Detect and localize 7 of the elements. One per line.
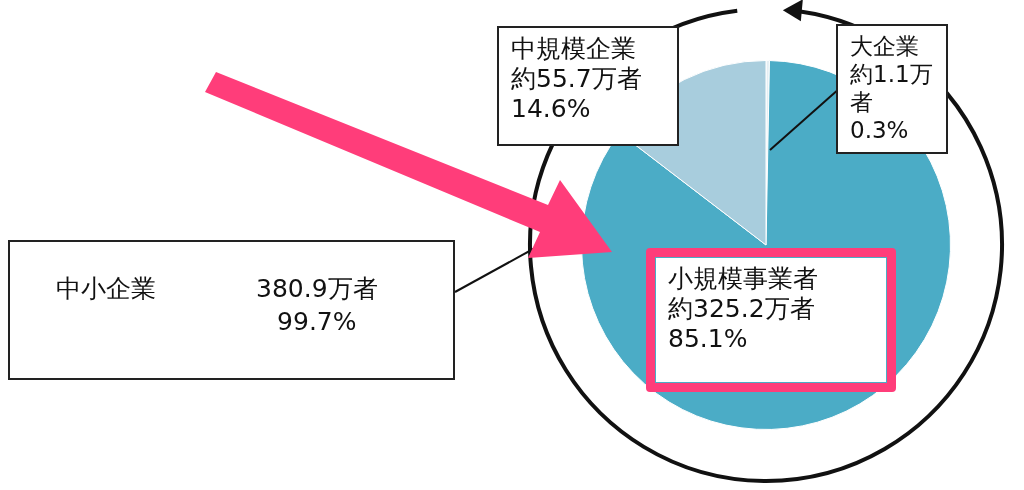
data-label: 約1.1万者 0.3% — [850, 60, 934, 144]
slice-label: 小規模事業者 — [668, 264, 819, 294]
slice-label: 大企業 — [850, 32, 920, 60]
text: 中小企業 380.9万者 99.7% — [56, 274, 378, 336]
slice-label: 中規模企業 — [511, 34, 637, 64]
data-label: 約325.2万者 85.1% — [668, 294, 816, 354]
data-label: 約55.7万者 14.6% — [511, 64, 643, 124]
